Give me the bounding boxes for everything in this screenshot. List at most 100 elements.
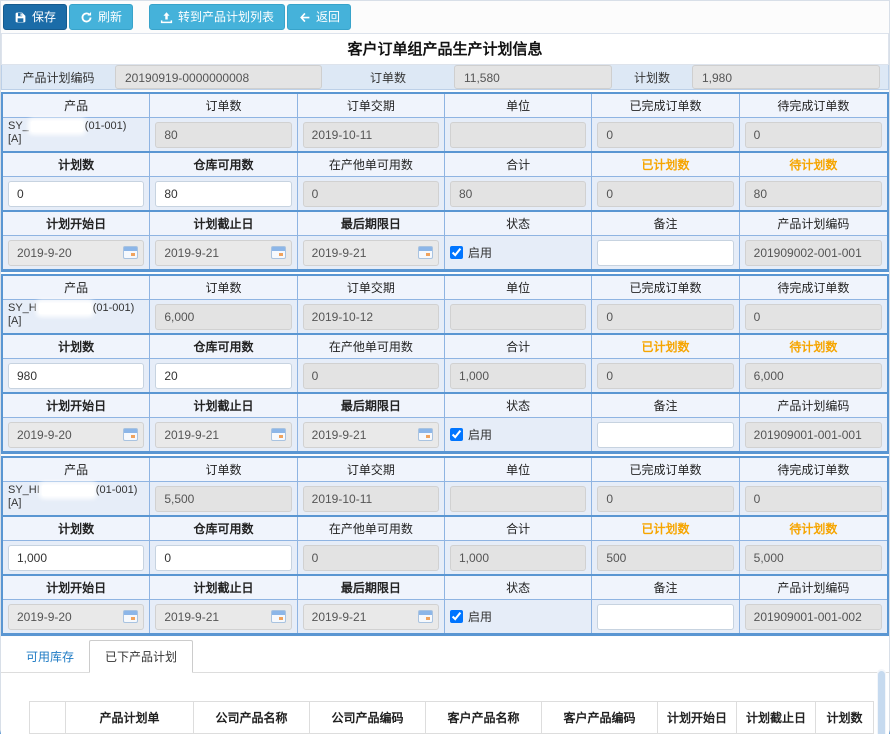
calendar-icon[interactable] [123, 610, 139, 623]
bottom-panel: 可用库存 已下产品计划 产品计划单 公司产品名称 公司产品编码 客户产品名称 客… [1, 637, 889, 734]
plan-qty-input[interactable] [8, 544, 145, 571]
tab-placed-product-plans[interactable]: 已下产品计划 [89, 640, 194, 673]
header-planned-qty: 已计划数 [592, 335, 740, 358]
total-field: 80 [449, 180, 587, 207]
todo-qty-field: 0 [744, 121, 882, 148]
vertical-scrollbar[interactable] [877, 669, 886, 734]
header-total: 合计 [445, 335, 593, 358]
plan-qty-input[interactable] [8, 180, 145, 207]
plan-code-field: 201909001-001-002 [744, 603, 882, 630]
plan-code-field: 201909001-001-001 [744, 421, 882, 448]
start-date-value: 2019-9-20 [17, 609, 72, 624]
end-date-input[interactable]: 2019-9-21 [155, 239, 292, 266]
tab-available-stock[interactable]: 可用库存 [26, 650, 75, 664]
enabled-label: 启用 [467, 246, 492, 260]
remark-input[interactable] [597, 239, 734, 266]
deadline-value: 2019-9-21 [311, 609, 367, 624]
product-name-cell: SY_ (01-001) [A] [3, 118, 151, 151]
order-qty-field: 6,000 [155, 303, 292, 330]
other-order-qty-field: 0 [302, 180, 439, 207]
header-order-qty: 订单数 [150, 458, 298, 481]
total-field: 1,000 [449, 544, 587, 571]
todo-qty-field: 0 [744, 303, 882, 330]
other-order-qty-field: 0 [302, 362, 439, 389]
unit-field [449, 485, 587, 512]
total-field: 1,000 [449, 362, 587, 389]
order-qty-field: 5,500 [155, 485, 292, 512]
header-done-qty: 已完成订单数 [592, 276, 740, 299]
product-code: (01-001) [92, 302, 135, 314]
unit-field [449, 303, 587, 330]
planned-qty-field: 500 [597, 544, 734, 571]
col-plan-no: 产品计划单 [65, 701, 194, 734]
calendar-icon[interactable] [123, 428, 139, 441]
enabled-checkbox[interactable] [449, 610, 463, 623]
calendar-icon[interactable] [123, 246, 139, 259]
enabled-checkbox[interactable] [449, 246, 463, 259]
plan-qty-input[interactable] [8, 362, 145, 389]
redaction-blur [41, 484, 94, 496]
remark-input[interactable] [597, 421, 734, 448]
end-date-input[interactable]: 2019-9-21 [155, 603, 292, 630]
deadline-input[interactable]: 2019-9-21 [302, 421, 439, 448]
deadline-input[interactable]: 2019-9-21 [302, 239, 439, 266]
header-product: 产品 [3, 458, 151, 481]
product-name-cell: SY_HI (01-001) [A] [3, 482, 151, 515]
deadline-input[interactable]: 2019-9-21 [302, 603, 439, 630]
calendar-icon[interactable] [270, 610, 286, 623]
col-end-date: 计划截止日 [736, 701, 816, 734]
end-date-input[interactable]: 2019-9-21 [155, 421, 292, 448]
back-arrow-icon [298, 11, 311, 24]
save-label: 保存 [32, 10, 57, 24]
header-todo-qty: 待完成订单数 [777, 463, 850, 477]
done-qty-field: 0 [597, 485, 734, 512]
redaction-blur [30, 120, 83, 132]
product-prefix: SY_HI [8, 484, 40, 496]
plan-qty-label: 计划数 [633, 70, 670, 85]
start-date-input[interactable]: 2019-9-20 [8, 603, 145, 630]
remark-input[interactable] [597, 603, 734, 630]
refresh-button[interactable]: 刷新 [69, 4, 134, 30]
warehouse-qty-input[interactable] [155, 362, 292, 389]
end-date-value: 2019-9-21 [164, 245, 220, 260]
col-plan-qty: 计划数 [815, 701, 874, 734]
header-unit: 单位 [445, 458, 593, 481]
header-start-date: 计划开始日 [3, 394, 151, 417]
save-button[interactable]: 保存 [3, 4, 68, 30]
start-date-input[interactable]: 2019-9-20 [8, 239, 145, 266]
calendar-icon[interactable] [417, 610, 433, 623]
warehouse-qty-input[interactable] [155, 180, 292, 207]
header-unit: 单位 [445, 276, 593, 299]
header-unit: 单位 [445, 94, 593, 117]
summary-row: 产品计划编码 20190919-0000000008 订单数 11,580 计划… [1, 65, 889, 90]
header-end-date: 计划截止日 [150, 212, 298, 235]
header-due-date: 订单交期 [298, 458, 445, 481]
calendar-icon[interactable] [417, 246, 433, 259]
deadline-value: 2019-9-21 [311, 427, 367, 442]
warehouse-qty-input[interactable] [155, 544, 292, 571]
done-qty-field: 0 [597, 121, 734, 148]
product-code: (01-001) [84, 120, 127, 132]
product-code: (01-001) [95, 484, 138, 496]
header-warehouse-qty: 仓库可用数 [150, 153, 298, 176]
header-planned-qty: 已计划数 [592, 153, 740, 176]
placed-plans-table: 产品计划单 公司产品名称 公司产品编码 客户产品名称 客户产品编码 计划开始日 … [29, 701, 874, 734]
product-plan-blocks: 产品 订单数 订单交期 单位 已完成订单数 待完成订单数 SY_ (01-001)… [1, 90, 889, 636]
header-status: 状态 [445, 212, 593, 235]
calendar-icon[interactable] [270, 428, 286, 441]
header-unplanned-qty: 待计划数 [789, 158, 838, 172]
header-remark: 备注 [592, 394, 740, 417]
goto-plan-list-button[interactable]: 转到产品计划列表 [149, 4, 286, 30]
back-button[interactable]: 返回 [287, 4, 352, 30]
scrollbar-thumb[interactable] [878, 671, 885, 734]
header-product: 产品 [3, 276, 151, 299]
calendar-icon[interactable] [417, 428, 433, 441]
calendar-icon[interactable] [270, 246, 286, 259]
enabled-checkbox[interactable] [449, 428, 463, 441]
col-company-product-code: 公司产品编码 [309, 701, 426, 734]
due-date-field: 2019-10-11 [302, 121, 439, 148]
start-date-input[interactable]: 2019-9-20 [8, 421, 145, 448]
order-qty-field: 80 [155, 121, 292, 148]
back-label: 返回 [316, 10, 341, 24]
